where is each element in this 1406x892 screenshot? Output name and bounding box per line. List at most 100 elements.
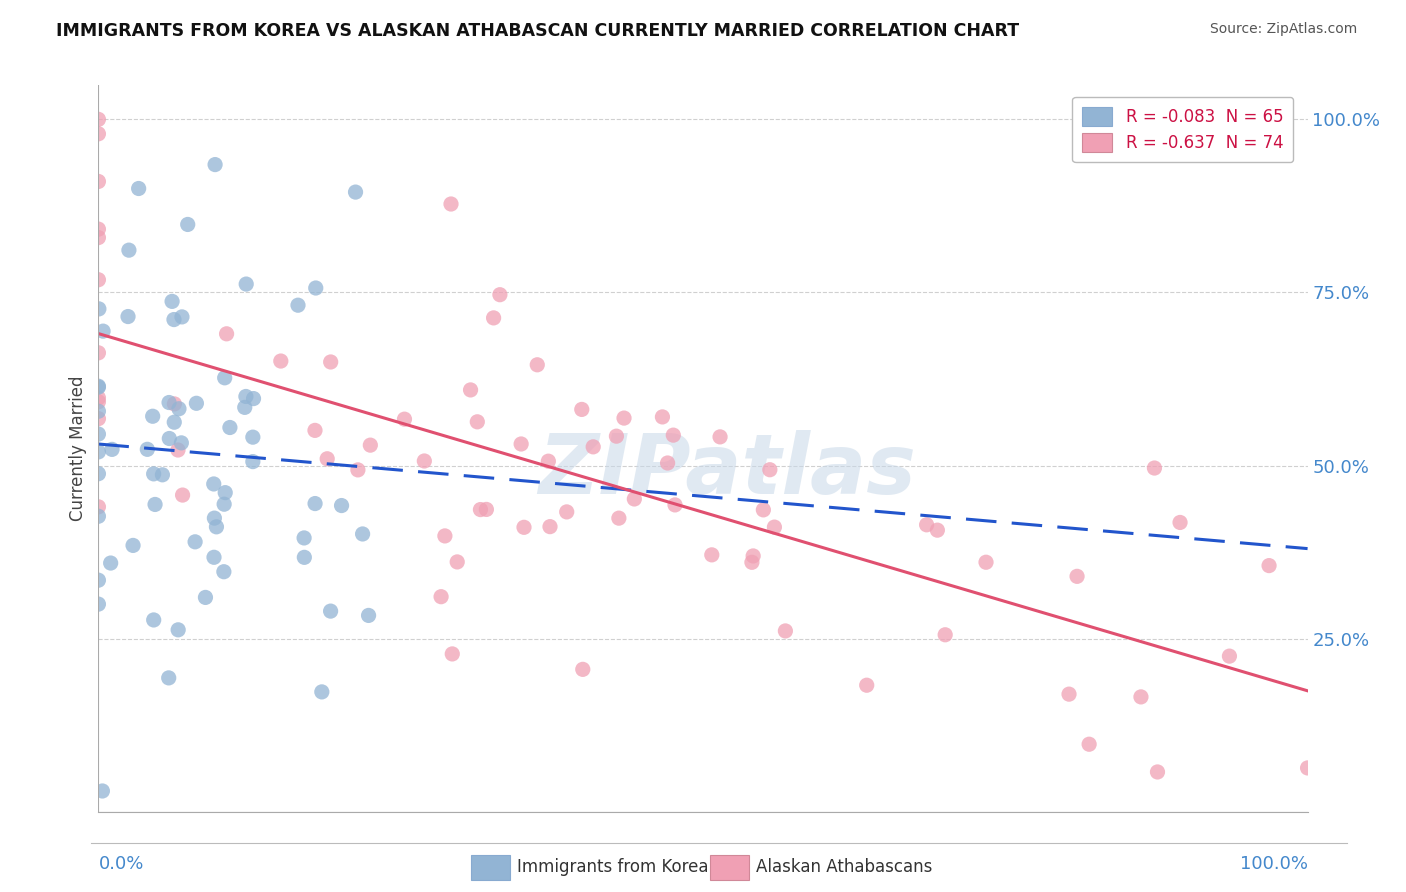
Point (212, 565, 235, 579)
Point (1296, 761, 1319, 775)
Point (934, 628, 956, 642)
Point (613, 411, 636, 425)
Point (157, 395, 180, 409)
Point (167, 623, 190, 637)
Point (202, 511, 225, 525)
Point (163, 415, 186, 429)
Point (741, 555, 763, 569)
Point (441, 647, 464, 661)
Point (1078, 737, 1101, 751)
Point (157, 671, 180, 685)
Text: 0.0%: 0.0% (98, 855, 143, 873)
Point (394, 412, 416, 426)
Point (352, 527, 374, 541)
Point (305, 281, 328, 295)
Point (316, 451, 339, 466)
Point (87, 427, 110, 442)
Point (128, 181, 150, 195)
Point (177, 218, 200, 232)
Point (160, 294, 183, 309)
Point (270, 354, 292, 368)
Point (87, 573, 110, 587)
Point (482, 310, 505, 325)
Point (1146, 764, 1168, 779)
Point (87, 391, 110, 405)
Legend: R = -0.083  N = 65, R = -0.637  N = 74: R = -0.083 N = 65, R = -0.637 N = 74 (1073, 96, 1294, 161)
Point (170, 310, 193, 324)
Point (142, 613, 165, 627)
Point (214, 485, 236, 500)
Point (136, 442, 159, 457)
Point (605, 429, 627, 443)
Point (163, 312, 186, 326)
Point (1057, 687, 1080, 701)
Point (184, 534, 207, 549)
Point (1066, 569, 1088, 583)
Point (87, 230, 110, 244)
Point (87, 380, 110, 394)
Point (440, 197, 463, 211)
Point (657, 456, 679, 470)
Point (927, 523, 949, 537)
Point (87, 112, 110, 127)
Point (143, 498, 166, 512)
Point (87, 509, 110, 524)
Point (142, 467, 165, 481)
Point (235, 389, 257, 403)
Point (101, 442, 124, 457)
Point (167, 401, 190, 416)
Point (87, 174, 110, 188)
Point (292, 531, 315, 545)
Point (465, 415, 488, 429)
Point (1129, 690, 1152, 704)
Point (87, 273, 110, 287)
Y-axis label: Currently Married: Currently Married (69, 376, 87, 521)
Point (212, 497, 235, 511)
Point (91, 324, 114, 338)
Point (651, 409, 673, 424)
Point (357, 608, 380, 623)
Point (413, 454, 436, 468)
Point (1258, 558, 1281, 573)
Point (513, 520, 536, 534)
Point (571, 402, 593, 417)
Point (87, 404, 110, 418)
Point (915, 517, 938, 532)
Point (122, 538, 145, 552)
Point (330, 499, 353, 513)
Point (233, 401, 256, 415)
Point (167, 442, 190, 457)
Point (537, 454, 560, 468)
Point (555, 505, 578, 519)
Point (242, 454, 264, 468)
Point (582, 440, 605, 454)
Point (292, 550, 315, 565)
Point (202, 477, 225, 491)
Text: Source: ZipAtlas.com: Source: ZipAtlas.com (1209, 22, 1357, 37)
Point (662, 428, 685, 442)
Point (430, 590, 453, 604)
Point (446, 555, 468, 569)
Point (775, 624, 797, 638)
Text: ZIPatlas: ZIPatlas (538, 430, 917, 510)
Point (87, 379, 110, 393)
Point (287, 298, 309, 312)
Point (974, 555, 997, 569)
Point (242, 430, 264, 444)
Point (142, 409, 165, 424)
Point (538, 519, 561, 533)
Point (433, 529, 456, 543)
Point (87, 394, 110, 409)
Point (170, 435, 193, 450)
Point (205, 520, 228, 534)
Text: Alaskan Athabascans: Alaskan Athabascans (756, 858, 932, 876)
Point (91, 784, 114, 798)
Point (759, 463, 782, 477)
Point (1168, 516, 1191, 530)
Point (1143, 461, 1166, 475)
Point (204, 158, 226, 172)
Point (664, 498, 686, 512)
Point (607, 511, 630, 525)
Point (319, 355, 342, 369)
Point (470, 502, 492, 516)
